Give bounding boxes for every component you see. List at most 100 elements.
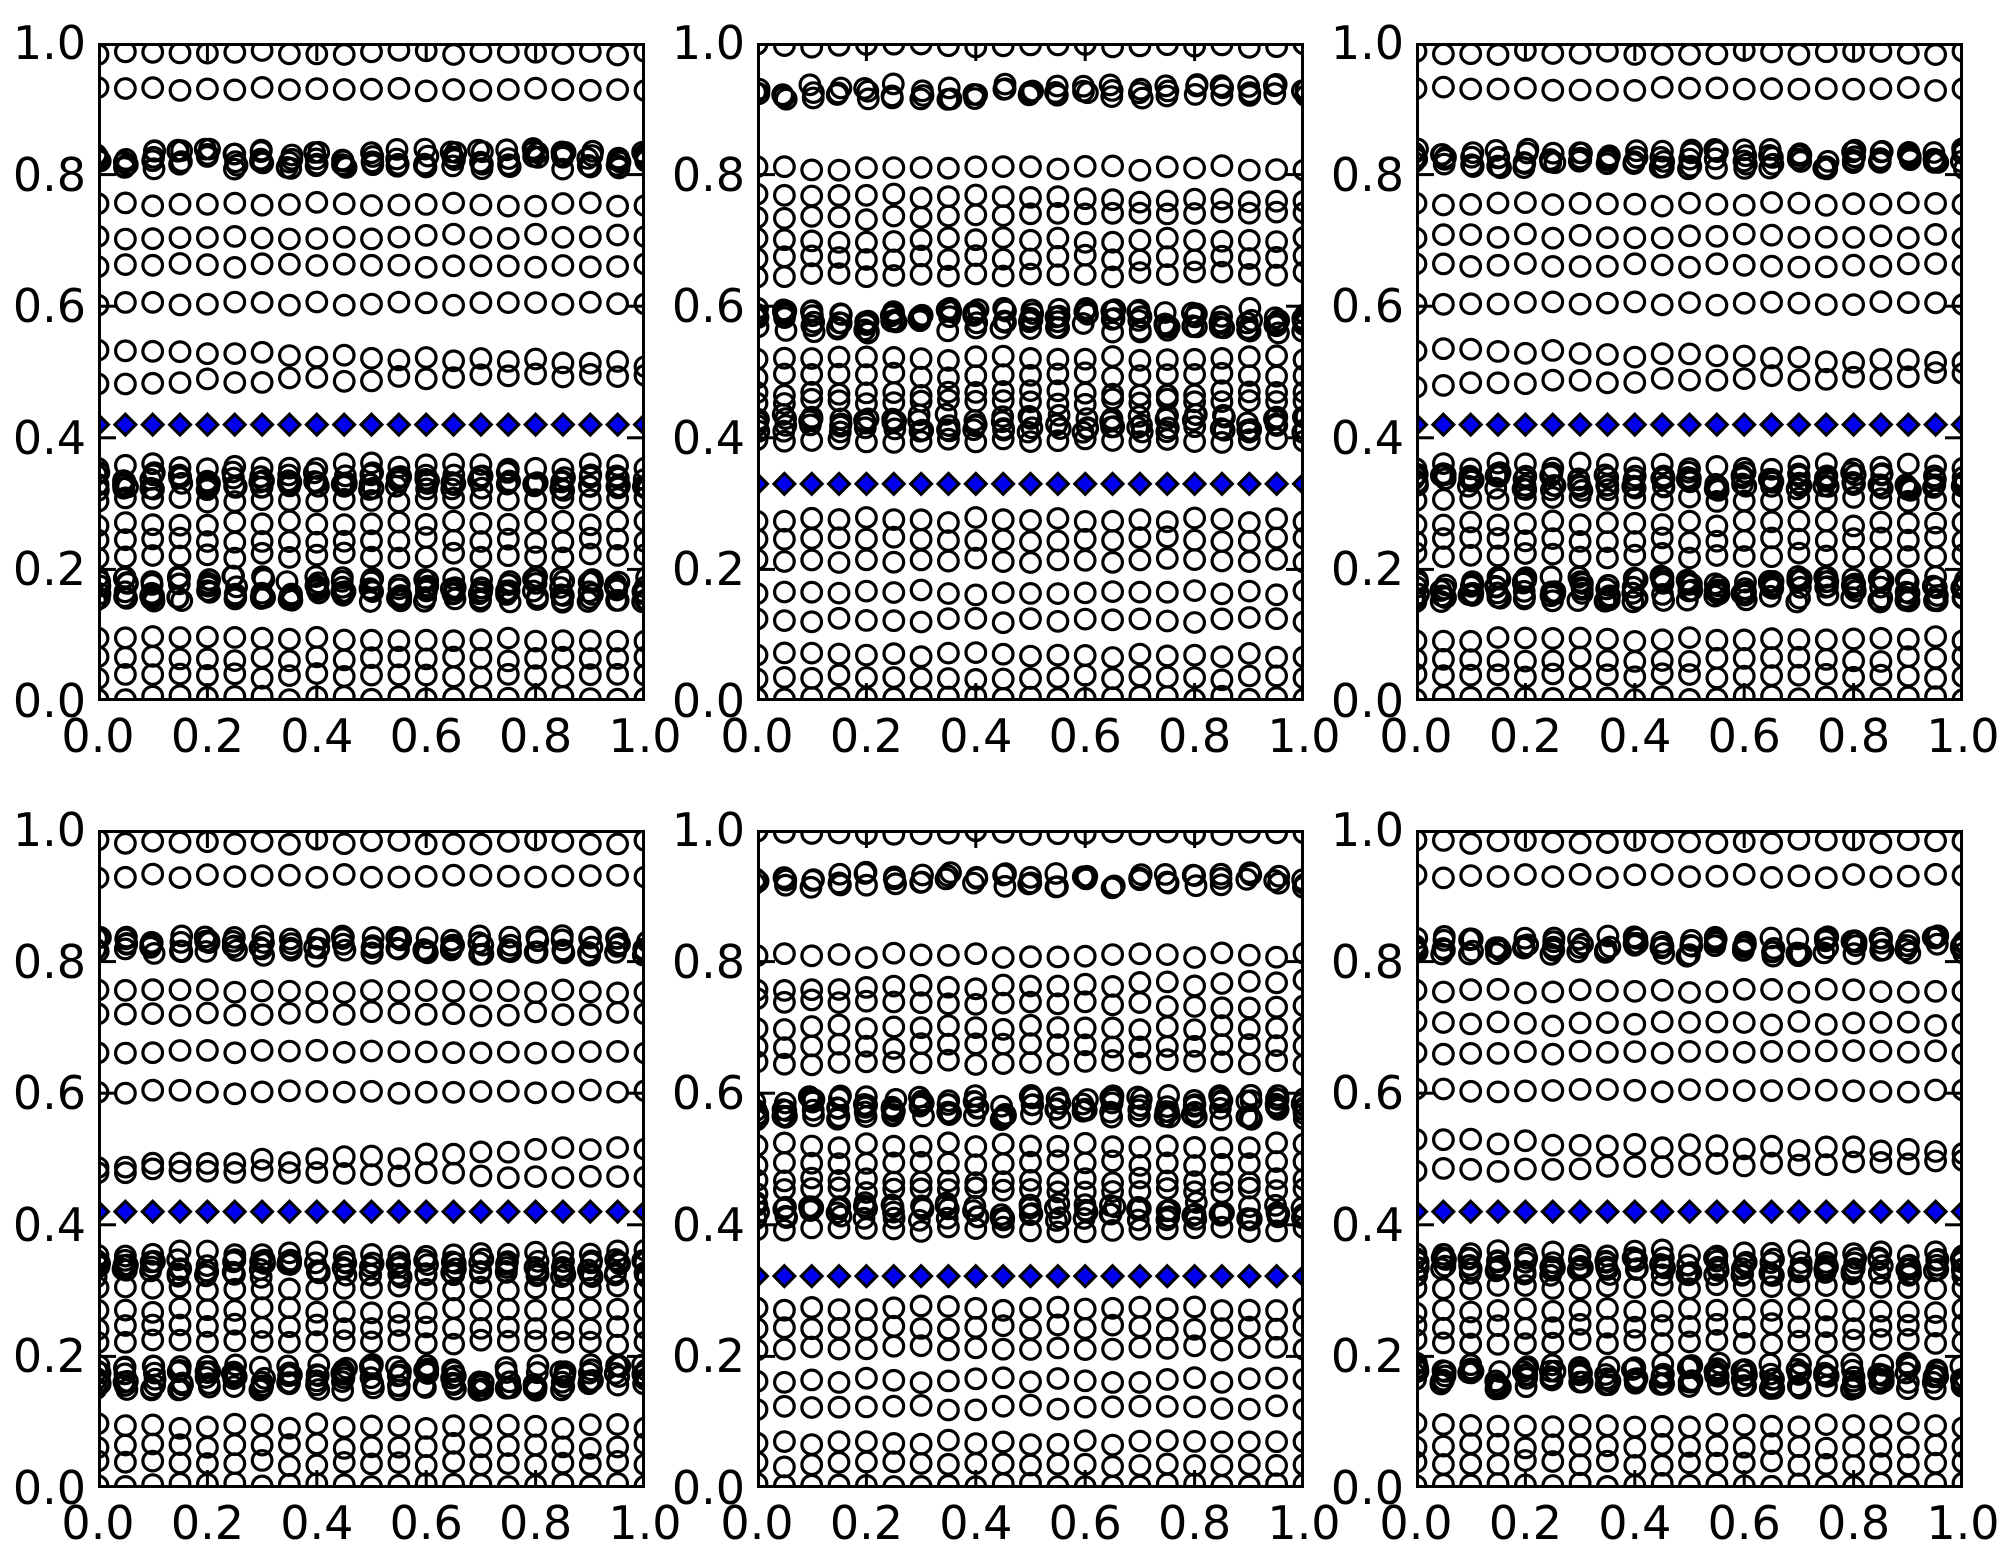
circle-marker xyxy=(1539,464,1563,488)
axes-spines xyxy=(98,43,645,701)
circle-marker xyxy=(1019,1393,1042,1417)
circle-marker xyxy=(1292,1338,1301,1361)
circle-marker xyxy=(496,864,520,888)
circle-marker xyxy=(1513,1259,1537,1283)
circle-marker xyxy=(856,79,880,103)
circle-marker xyxy=(991,1017,1015,1041)
circle-marker xyxy=(168,939,192,963)
circle-marker xyxy=(854,1217,878,1240)
circle-marker xyxy=(442,46,465,66)
circle-marker xyxy=(882,508,906,532)
circle-marker xyxy=(101,490,110,513)
circle-marker xyxy=(909,205,933,229)
circle-marker xyxy=(414,1417,438,1440)
circle-marker xyxy=(1678,224,1701,248)
circle-marker xyxy=(168,226,192,250)
circle-marker xyxy=(442,686,465,698)
circle-marker xyxy=(606,687,629,698)
circle-marker xyxy=(1513,76,1537,100)
circle-marker xyxy=(606,527,629,551)
y-tick-label: 0.0 xyxy=(671,1461,745,1515)
circle-marker xyxy=(964,1153,988,1177)
circle-marker xyxy=(1650,452,1674,476)
circle-marker xyxy=(114,927,138,951)
circle-marker xyxy=(1896,348,1920,372)
circle-marker xyxy=(101,1372,112,1396)
circle-marker xyxy=(360,529,383,553)
circle-marker xyxy=(827,382,851,406)
circle-marker xyxy=(1760,1368,1784,1391)
circle-marker xyxy=(223,224,247,248)
circle-marker xyxy=(1596,686,1619,698)
diamond-marker xyxy=(1512,1199,1539,1225)
x-tick-label: 0.4 xyxy=(1598,709,1672,763)
circle-marker xyxy=(606,833,629,856)
diamond-marker xyxy=(249,1199,275,1225)
circle-marker xyxy=(964,228,988,252)
circle-marker xyxy=(772,1036,796,1060)
circle-marker xyxy=(1237,1474,1261,1485)
circle-marker xyxy=(442,528,466,552)
circle-marker xyxy=(250,76,274,99)
circle-marker xyxy=(387,1314,411,1337)
diamond-marker xyxy=(1264,471,1290,497)
circle-marker xyxy=(1924,350,1947,374)
diamond-marker xyxy=(167,412,193,438)
circle-marker xyxy=(250,530,274,553)
circle-marker xyxy=(1843,1376,1867,1400)
circle-marker xyxy=(772,978,796,1002)
circle-marker xyxy=(361,150,385,174)
circle-marker xyxy=(1568,1298,1592,1322)
diamond-marker xyxy=(1622,1199,1648,1225)
circle-marker xyxy=(854,345,878,369)
circle-marker xyxy=(1623,252,1647,276)
circle-marker xyxy=(1183,1295,1207,1319)
circle-marker xyxy=(195,292,219,316)
diamond-marker xyxy=(963,1263,989,1289)
circle-marker xyxy=(195,367,219,391)
circle-marker xyxy=(1676,1253,1700,1277)
circle-marker xyxy=(1431,452,1455,476)
circle-marker xyxy=(772,1430,796,1453)
circle-marker xyxy=(1951,293,1960,316)
circle-marker xyxy=(1568,1157,1592,1181)
circle-marker xyxy=(1045,1087,1069,1111)
circle-marker xyxy=(936,1093,960,1116)
diamond-marker xyxy=(194,412,221,438)
circle-marker xyxy=(1431,1298,1455,1322)
circle-marker xyxy=(773,306,796,330)
circle-marker xyxy=(277,1079,301,1103)
circle-marker xyxy=(884,1088,908,1111)
diamond-marker xyxy=(990,471,1016,497)
circle-marker xyxy=(1432,833,1455,852)
circle-marker xyxy=(414,1040,438,1064)
circle-marker xyxy=(800,184,824,208)
circle-marker xyxy=(991,1132,1015,1156)
circle-marker xyxy=(633,253,642,275)
circle-marker xyxy=(101,927,108,949)
circle-marker xyxy=(223,255,247,279)
circle-marker xyxy=(578,78,602,102)
circle-marker xyxy=(633,1042,642,1064)
circle-marker xyxy=(1237,1430,1261,1454)
circle-marker xyxy=(854,1337,878,1361)
diamond-marker xyxy=(331,412,357,438)
circle-marker xyxy=(1046,347,1070,371)
circle-marker xyxy=(1705,514,1729,538)
circle-marker xyxy=(1538,148,1562,171)
circle-marker xyxy=(909,578,933,602)
circle-marker xyxy=(1210,46,1234,57)
circle-marker xyxy=(1621,590,1645,614)
circle-marker xyxy=(1213,405,1236,429)
circle-marker xyxy=(1265,364,1288,388)
circle-marker xyxy=(524,1081,548,1105)
circle-marker xyxy=(1129,863,1153,886)
circle-marker xyxy=(964,942,988,966)
circle-marker xyxy=(760,381,769,404)
circle-marker xyxy=(1265,1394,1288,1418)
y-tick-label: 0.2 xyxy=(12,1329,86,1384)
circle-marker xyxy=(1237,1052,1261,1076)
circle-marker xyxy=(1293,873,1301,895)
circle-marker xyxy=(1650,367,1674,390)
circle-marker xyxy=(1896,1080,1920,1104)
